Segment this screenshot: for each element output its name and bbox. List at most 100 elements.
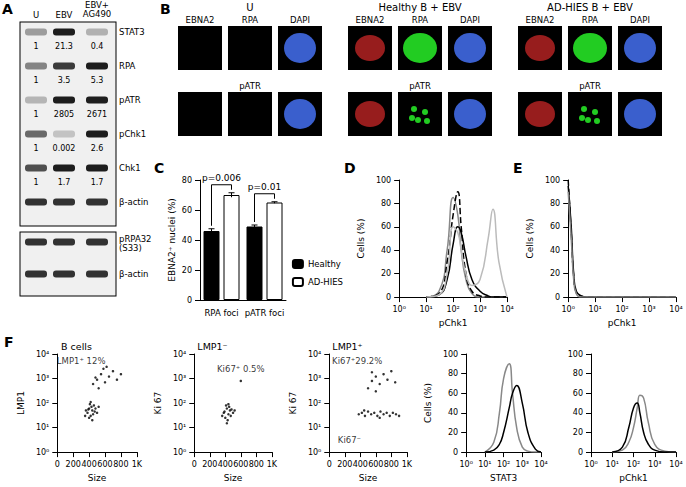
svg-text:10²: 10² xyxy=(615,305,628,314)
svg-text:1K: 1K xyxy=(402,460,413,469)
svg-text:STAT3: STAT3 xyxy=(119,27,145,37)
svg-text:3.5: 3.5 xyxy=(58,76,71,85)
svg-text:EBV+AG490: EBV+AG490 xyxy=(83,0,111,19)
svg-text:10⁰: 10⁰ xyxy=(36,448,49,457)
svg-text:pRPA32(S33): pRPA32(S33) xyxy=(119,234,152,253)
svg-text:400: 400 xyxy=(81,460,96,469)
svg-text:U: U xyxy=(33,10,39,20)
svg-text:40: 40 xyxy=(448,408,458,417)
svg-text:1.7: 1.7 xyxy=(91,178,104,187)
svg-text:60: 60 xyxy=(448,389,458,398)
svg-text:p=0.01: p=0.01 xyxy=(248,182,281,192)
svg-text:400: 400 xyxy=(353,460,368,469)
svg-text:pChk1: pChk1 xyxy=(619,473,648,483)
svg-text:10⁰: 10⁰ xyxy=(392,305,405,314)
svg-text:10⁴: 10⁴ xyxy=(500,305,513,314)
svg-text:Size: Size xyxy=(359,473,378,483)
svg-text:10⁴: 10⁴ xyxy=(669,460,682,469)
svg-text:100: 100 xyxy=(443,350,458,359)
svg-text:2.6: 2.6 xyxy=(91,144,104,153)
svg-text:10¹: 10¹ xyxy=(478,460,491,469)
svg-text:20: 20 xyxy=(448,428,458,437)
svg-text:800: 800 xyxy=(249,460,264,469)
svg-text:EBNA2: EBNA2 xyxy=(186,15,215,25)
svg-text:AD-HIES B + EBV: AD-HIES B + EBV xyxy=(547,2,633,13)
svg-text:D: D xyxy=(344,160,356,176)
svg-text:Ki 67: Ki 67 xyxy=(288,392,298,415)
svg-text:EBNA2: EBNA2 xyxy=(356,15,385,25)
svg-text:RPA: RPA xyxy=(242,15,258,25)
svg-text:800: 800 xyxy=(113,460,128,469)
svg-text:10⁰: 10⁰ xyxy=(173,448,186,457)
svg-text:Cells (%): Cells (%) xyxy=(423,383,433,423)
svg-text:200: 200 xyxy=(337,460,352,469)
svg-text:B cells: B cells xyxy=(61,341,92,352)
svg-text:1: 1 xyxy=(33,110,38,119)
svg-text:10²: 10² xyxy=(36,399,49,408)
svg-text:200: 200 xyxy=(66,460,81,469)
svg-text:60: 60 xyxy=(182,206,192,215)
svg-text:60: 60 xyxy=(550,222,560,231)
svg-text:60: 60 xyxy=(381,222,391,231)
svg-text:100: 100 xyxy=(568,350,583,359)
svg-text:Size: Size xyxy=(88,473,107,483)
svg-text:10³: 10³ xyxy=(642,305,655,314)
svg-text:Cells (%): Cells (%) xyxy=(356,219,366,259)
svg-text:0: 0 xyxy=(386,293,391,302)
svg-text:DAPI: DAPI xyxy=(630,15,650,25)
svg-text:RPA foci: RPA foci xyxy=(204,308,238,318)
svg-text:Healthy: Healthy xyxy=(308,259,341,269)
svg-text:10¹: 10¹ xyxy=(588,305,601,314)
svg-text:1: 1 xyxy=(33,42,38,51)
svg-text:STAT3: STAT3 xyxy=(490,473,517,483)
svg-text:F: F xyxy=(4,334,14,350)
svg-text:1K: 1K xyxy=(267,460,278,469)
svg-text:20: 20 xyxy=(550,269,560,278)
svg-text:pATR: pATR xyxy=(119,95,141,105)
svg-text:AD-HIES: AD-HIES xyxy=(308,277,343,287)
svg-text:Chk1: Chk1 xyxy=(119,163,141,173)
svg-text:pATR: pATR xyxy=(239,81,261,91)
svg-text:RPA: RPA xyxy=(412,15,428,25)
svg-text:Ki 67: Ki 67 xyxy=(153,392,163,415)
svg-text:LMP1: LMP1 xyxy=(16,391,26,415)
svg-text:80: 80 xyxy=(182,176,192,185)
svg-text:80: 80 xyxy=(381,199,391,208)
svg-text:10⁰: 10⁰ xyxy=(561,305,574,314)
svg-text:10⁰: 10⁰ xyxy=(584,460,597,469)
svg-text:10³: 10³ xyxy=(516,460,529,469)
svg-text:10²: 10² xyxy=(627,460,640,469)
svg-text:800: 800 xyxy=(384,460,399,469)
svg-text:β-actin: β-actin xyxy=(119,269,148,279)
svg-text:LMP1⁺ 12%: LMP1⁺ 12% xyxy=(57,356,106,366)
svg-text:10¹: 10¹ xyxy=(308,423,321,432)
svg-text:10¹: 10¹ xyxy=(419,305,432,314)
svg-text:0: 0 xyxy=(555,293,560,302)
svg-text:80: 80 xyxy=(573,369,583,378)
svg-text:LMP1⁺: LMP1⁺ xyxy=(332,341,362,352)
svg-text:0.4: 0.4 xyxy=(91,42,104,51)
svg-text:200: 200 xyxy=(202,460,217,469)
svg-text:C: C xyxy=(154,160,164,176)
svg-text:10³: 10³ xyxy=(173,374,186,383)
svg-text:10²: 10² xyxy=(446,305,459,314)
svg-text:20: 20 xyxy=(573,428,583,437)
svg-text:10³: 10³ xyxy=(36,374,49,383)
svg-text:40: 40 xyxy=(573,408,583,417)
svg-text:0.002: 0.002 xyxy=(53,144,76,153)
svg-text:10⁴: 10⁴ xyxy=(36,350,49,359)
svg-text:10⁴: 10⁴ xyxy=(534,460,547,469)
svg-text:EBNA2⁺ nuclei (%): EBNA2⁺ nuclei (%) xyxy=(167,198,177,281)
svg-text:DAPI: DAPI xyxy=(460,15,480,25)
svg-text:0: 0 xyxy=(55,460,60,469)
svg-text:10²: 10² xyxy=(173,399,186,408)
svg-text:10⁴: 10⁴ xyxy=(669,305,682,314)
svg-text:600: 600 xyxy=(97,460,112,469)
svg-text:10¹: 10¹ xyxy=(36,423,49,432)
svg-text:0: 0 xyxy=(187,296,192,305)
svg-text:10¹: 10¹ xyxy=(606,460,619,469)
svg-text:pATR: pATR xyxy=(409,81,431,91)
svg-text:10³: 10³ xyxy=(473,305,486,314)
svg-text:pChk1: pChk1 xyxy=(608,318,637,328)
svg-text:0: 0 xyxy=(327,460,332,469)
